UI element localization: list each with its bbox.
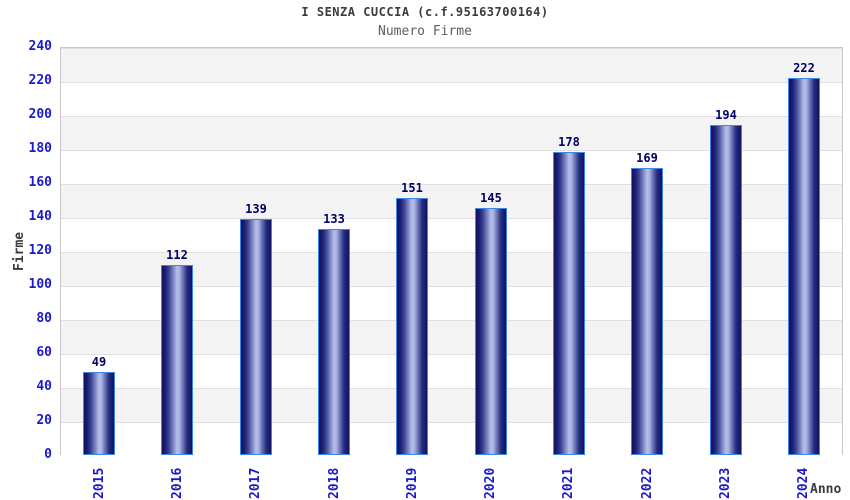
y-tick-label: 180 bbox=[28, 141, 52, 156]
grid-band bbox=[61, 48, 842, 82]
grid-band bbox=[61, 82, 842, 116]
x-tick-label: 2024 bbox=[796, 467, 811, 499]
bar-2018 bbox=[318, 229, 350, 455]
bar-2015 bbox=[83, 372, 115, 455]
y-tick-label: 140 bbox=[28, 209, 52, 224]
bar-value-label: 151 bbox=[401, 181, 423, 195]
y-tick-label: 220 bbox=[28, 73, 52, 88]
y-tick-label: 200 bbox=[28, 107, 52, 122]
y-tick-label: 100 bbox=[28, 277, 52, 292]
bar-2016 bbox=[161, 265, 193, 455]
bar-value-label: 222 bbox=[793, 61, 815, 75]
x-tick-label: 2019 bbox=[405, 467, 420, 499]
x-axis-label: Anno bbox=[810, 482, 842, 497]
bar-value-label: 145 bbox=[480, 191, 502, 205]
y-tick-label: 80 bbox=[36, 311, 52, 326]
bar-2020 bbox=[475, 208, 507, 455]
bar-value-label: 112 bbox=[166, 248, 188, 262]
y-tick-label: 40 bbox=[36, 379, 52, 394]
bar-2019 bbox=[396, 198, 428, 455]
bar-2022 bbox=[631, 168, 663, 455]
bar-value-label: 139 bbox=[245, 202, 267, 216]
x-tick-label: 2021 bbox=[561, 467, 576, 499]
x-tick-label: 2022 bbox=[640, 467, 655, 499]
bar-value-label: 169 bbox=[636, 151, 658, 165]
chart-subtitle: Numero Firme bbox=[378, 24, 472, 39]
y-tick-label: 20 bbox=[36, 413, 52, 428]
x-tick-label: 2018 bbox=[327, 467, 342, 499]
x-tick-label: 2020 bbox=[483, 467, 498, 499]
bar-value-label: 194 bbox=[715, 108, 737, 122]
y-tick-label: 0 bbox=[44, 447, 52, 462]
bar-2017 bbox=[240, 219, 272, 455]
bar-2023 bbox=[710, 125, 742, 455]
x-tick-label: 2017 bbox=[248, 467, 263, 499]
x-tick-label: 2023 bbox=[718, 467, 733, 499]
bar-2024 bbox=[788, 78, 820, 455]
bar-value-label: 178 bbox=[558, 135, 580, 149]
bar-value-label: 49 bbox=[91, 355, 107, 369]
y-tick-label: 120 bbox=[28, 243, 52, 258]
bar-value-label: 133 bbox=[323, 212, 345, 226]
x-tick-label: 2015 bbox=[92, 467, 107, 499]
bar-2021 bbox=[553, 152, 585, 455]
y-tick-label: 160 bbox=[28, 175, 52, 190]
y-tick-label: 60 bbox=[36, 345, 52, 360]
x-tick-label: 2016 bbox=[170, 467, 185, 499]
chart-title: I SENZA CUCCIA (c.f.95163700164) bbox=[301, 5, 549, 19]
y-tick-label: 240 bbox=[28, 39, 52, 54]
